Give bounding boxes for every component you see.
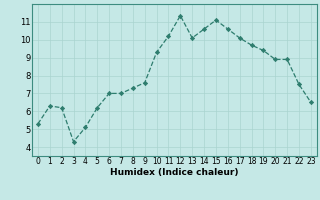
X-axis label: Humidex (Indice chaleur): Humidex (Indice chaleur) — [110, 168, 239, 177]
